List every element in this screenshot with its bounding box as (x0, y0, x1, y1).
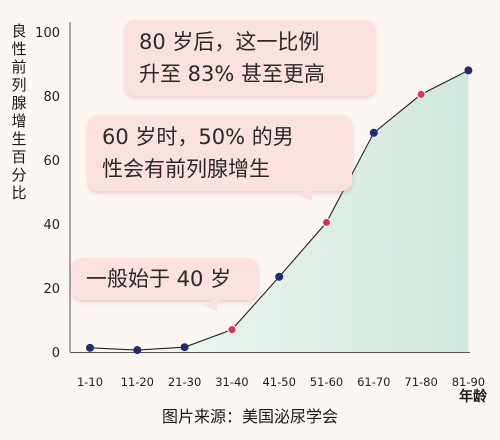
annotation-line: 升至 83% 甚至更高 (139, 62, 326, 86)
x-tick-label: 61-70 (357, 375, 390, 389)
y-axis-label-char: 增 (11, 112, 27, 130)
highlighted-data-point (322, 217, 331, 227)
data-point (86, 343, 94, 352)
y-axis-label-char: 百 (11, 148, 27, 166)
x-tick-label: 51-60 (310, 375, 343, 389)
y-tick-label: 0 (52, 346, 60, 361)
y-tick-label: 100 (35, 26, 60, 41)
annotation-bubble-60: 60 岁时，50% 的男 性会有前列腺增生 (88, 115, 352, 191)
data-point (464, 66, 473, 75)
y-tick-label: 40 (43, 218, 60, 233)
annotation-bubble-80: 80 岁后，这一比例 升至 83% 甚至更高 (125, 20, 375, 96)
data-point (275, 272, 284, 281)
annotation-line: 性会有前列腺增生 (102, 157, 270, 181)
x-axis-unit-label: 年龄 (459, 389, 487, 405)
y-axis-label-char: 腺 (11, 94, 27, 112)
y-axis-label-char: 良 (11, 22, 27, 40)
annotation-bubble-40: 一般始于 40 岁 (72, 258, 258, 300)
highlighted-data-point (227, 325, 237, 335)
x-tick-label: 81-90 (452, 375, 485, 389)
source-caption: 图片来源：美国泌尿学会 (161, 407, 338, 426)
y-tick-label: 80 (43, 90, 60, 105)
y-axis-label-char: 生 (11, 130, 27, 148)
x-tick-label: 11-20 (121, 375, 154, 389)
x-tick-label: 21-30 (168, 375, 201, 389)
highlighted-data-point (416, 89, 426, 99)
y-axis-label-char: 性 (11, 40, 27, 58)
x-tick-label: 41-50 (262, 375, 295, 389)
data-point (133, 346, 142, 355)
y-axis-label-char: 前 (11, 58, 27, 76)
x-tick-label: 1-10 (77, 375, 103, 389)
annotation-line: 一般始于 40 岁 (86, 267, 232, 291)
y-axis-label-char: 列 (11, 76, 27, 94)
annotation-line: 80 岁后，这一比例 (139, 30, 320, 54)
x-tick-label: 31-40 (215, 375, 248, 389)
x-tick-label: 71-80 (404, 375, 437, 389)
y-axis-label-char: 比 (11, 184, 27, 202)
annotation-line: 60 岁时，50% 的男 (102, 125, 294, 149)
area-fill (90, 70, 469, 353)
y-tick-label: 60 (43, 154, 60, 169)
y-tick-label: 20 (43, 282, 60, 297)
data-point (180, 343, 189, 352)
y-axis-label: 良性前列腺增生百分比 (8, 22, 30, 202)
y-axis-label-char: 分 (11, 166, 27, 184)
data-point (369, 128, 378, 137)
